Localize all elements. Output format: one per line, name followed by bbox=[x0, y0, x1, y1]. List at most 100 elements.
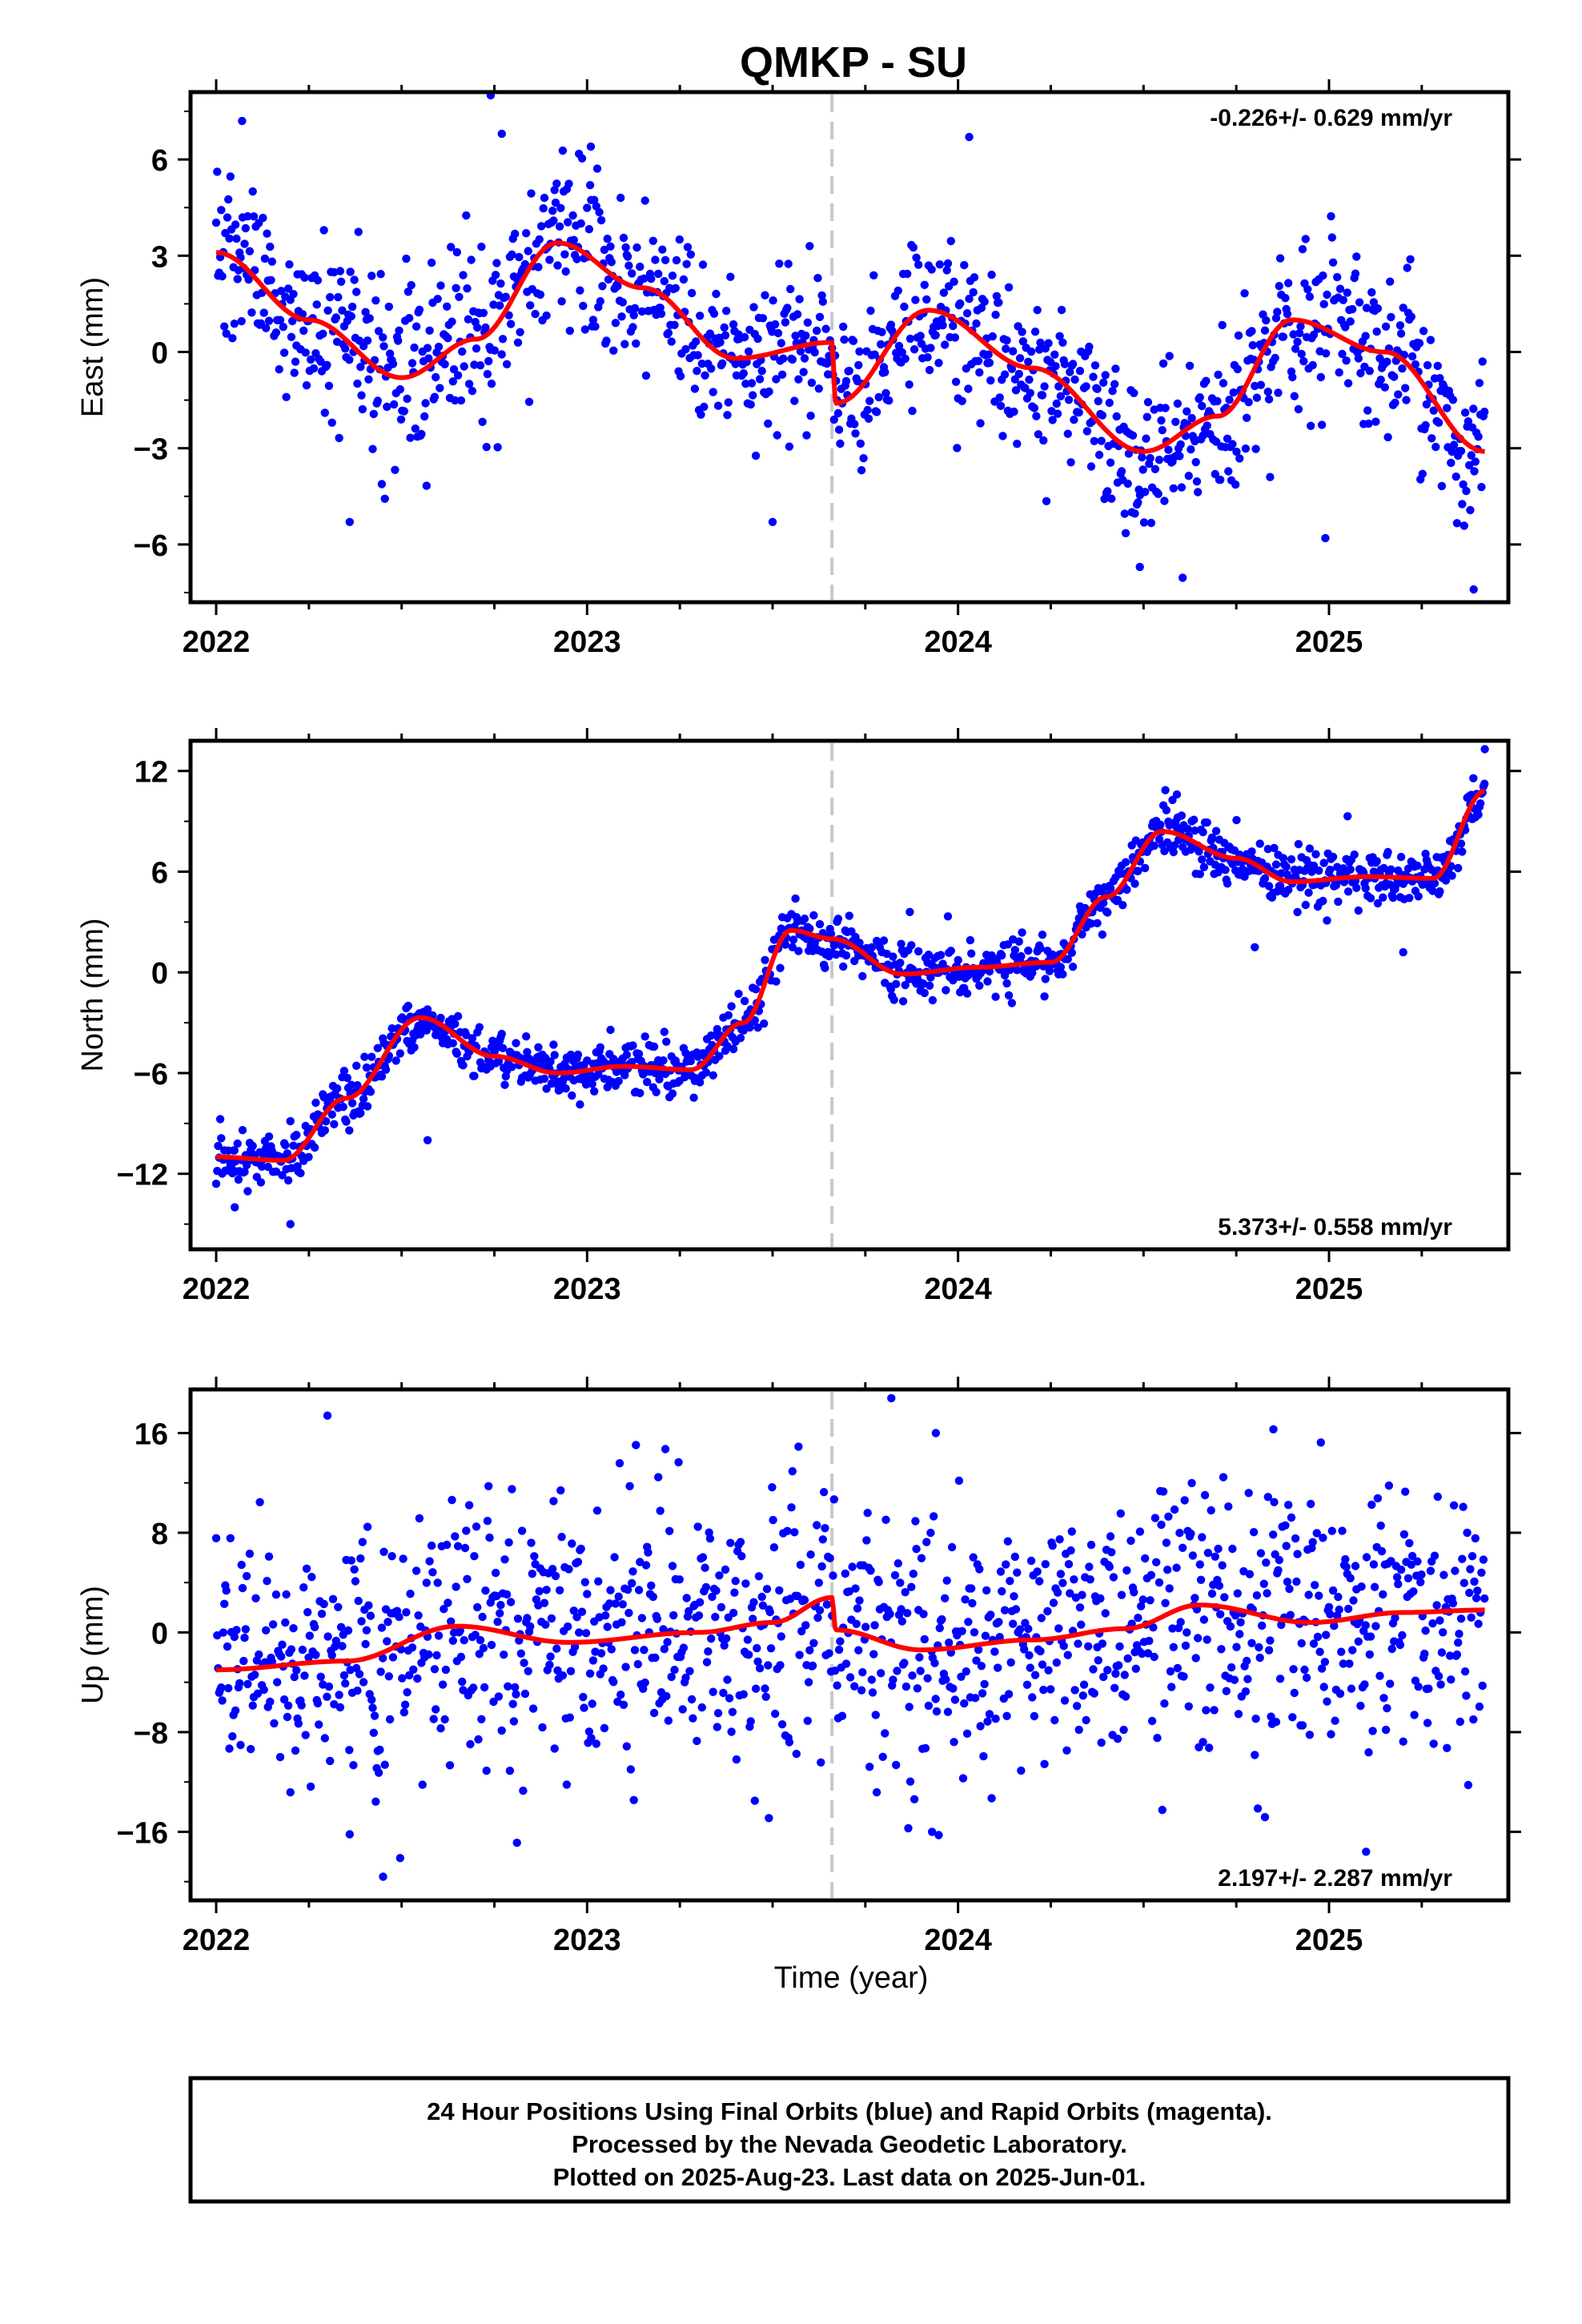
data-point bbox=[279, 348, 289, 357]
data-point bbox=[1390, 372, 1399, 381]
data-point bbox=[411, 424, 420, 433]
data-point bbox=[1110, 380, 1119, 388]
data-point bbox=[813, 326, 821, 336]
data-point bbox=[220, 322, 229, 331]
data-point bbox=[1396, 852, 1406, 862]
data-point bbox=[649, 1708, 659, 1718]
data-point bbox=[502, 1590, 512, 1599]
data-point bbox=[995, 1633, 1004, 1642]
data-point bbox=[531, 309, 540, 319]
data-point bbox=[534, 263, 543, 271]
data-point bbox=[713, 1024, 721, 1034]
data-point bbox=[1188, 1551, 1198, 1560]
data-point bbox=[1165, 1584, 1174, 1593]
data-point bbox=[1454, 863, 1463, 873]
data-point bbox=[777, 924, 785, 933]
data-point bbox=[1319, 300, 1328, 308]
data-point bbox=[494, 1057, 504, 1066]
data-point bbox=[1048, 416, 1057, 424]
data-point bbox=[422, 481, 431, 490]
data-point bbox=[357, 1617, 366, 1626]
data-point bbox=[1033, 306, 1042, 315]
data-point bbox=[689, 1714, 697, 1723]
data-point bbox=[1456, 839, 1466, 848]
data-point bbox=[1141, 1554, 1150, 1563]
data-point bbox=[1383, 432, 1392, 442]
data-point bbox=[1430, 879, 1439, 888]
data-point bbox=[596, 1649, 606, 1658]
data-point bbox=[1160, 846, 1169, 856]
data-point bbox=[686, 1056, 695, 1066]
data-point bbox=[483, 1517, 492, 1526]
data-point bbox=[1057, 305, 1066, 315]
data-point bbox=[1163, 1566, 1172, 1574]
data-point bbox=[522, 1032, 531, 1041]
data-point bbox=[509, 1717, 519, 1726]
data-point bbox=[568, 1091, 576, 1100]
data-point bbox=[747, 379, 757, 388]
data-point bbox=[994, 298, 1003, 307]
data-point bbox=[979, 1751, 988, 1761]
data-point bbox=[1228, 440, 1237, 448]
data-point bbox=[557, 297, 566, 306]
data-point bbox=[640, 1032, 649, 1041]
data-point bbox=[1162, 1538, 1171, 1547]
data-point bbox=[1075, 367, 1085, 376]
data-point bbox=[701, 371, 709, 380]
data-point bbox=[805, 924, 814, 933]
data-point bbox=[524, 397, 534, 406]
data-point bbox=[987, 1794, 996, 1803]
data-point bbox=[740, 332, 749, 342]
data-point bbox=[418, 1780, 427, 1789]
data-point bbox=[230, 320, 239, 328]
data-point bbox=[432, 1705, 440, 1714]
data-point bbox=[358, 1538, 367, 1546]
data-point bbox=[1431, 442, 1440, 452]
data-point bbox=[1085, 342, 1094, 352]
data-point bbox=[320, 1734, 329, 1743]
data-point bbox=[1281, 294, 1290, 303]
data-point bbox=[901, 1682, 911, 1691]
data-point bbox=[556, 203, 565, 212]
data-point bbox=[240, 1633, 249, 1642]
data-point bbox=[244, 275, 253, 284]
data-point bbox=[624, 1608, 633, 1618]
data-point bbox=[1146, 518, 1156, 528]
data-point bbox=[1468, 1552, 1477, 1561]
data-point bbox=[1291, 344, 1300, 353]
data-point bbox=[476, 361, 485, 370]
data-point bbox=[654, 1473, 663, 1482]
data-point bbox=[1014, 937, 1024, 946]
data-point bbox=[1455, 1630, 1464, 1638]
data-point bbox=[930, 1512, 938, 1521]
data-point bbox=[1048, 1542, 1057, 1550]
data-point bbox=[516, 328, 524, 336]
data-point bbox=[609, 1678, 618, 1687]
data-point bbox=[640, 1678, 649, 1687]
data-point bbox=[637, 307, 647, 316]
data-point bbox=[905, 907, 914, 917]
data-point bbox=[1030, 1711, 1039, 1721]
data-point bbox=[1026, 1663, 1035, 1672]
data-point bbox=[468, 1034, 477, 1043]
data-point bbox=[1098, 1639, 1107, 1648]
data-point bbox=[1376, 1521, 1385, 1530]
data-point bbox=[1291, 1534, 1300, 1543]
data-point bbox=[545, 255, 554, 264]
data-point bbox=[892, 979, 901, 989]
data-point bbox=[755, 1664, 765, 1673]
data-point bbox=[1004, 283, 1014, 292]
data-point bbox=[905, 334, 915, 344]
data-point bbox=[585, 1669, 595, 1678]
data-point bbox=[1474, 432, 1483, 441]
data-point bbox=[1369, 298, 1379, 307]
data-point bbox=[469, 1683, 478, 1692]
data-point bbox=[1301, 900, 1311, 910]
data-point bbox=[1262, 316, 1271, 325]
data-point bbox=[730, 1588, 739, 1597]
data-point bbox=[310, 1622, 319, 1632]
data-point bbox=[374, 327, 383, 336]
data-point bbox=[345, 1126, 354, 1135]
data-point bbox=[1436, 1680, 1445, 1689]
data-point bbox=[1153, 1734, 1162, 1743]
